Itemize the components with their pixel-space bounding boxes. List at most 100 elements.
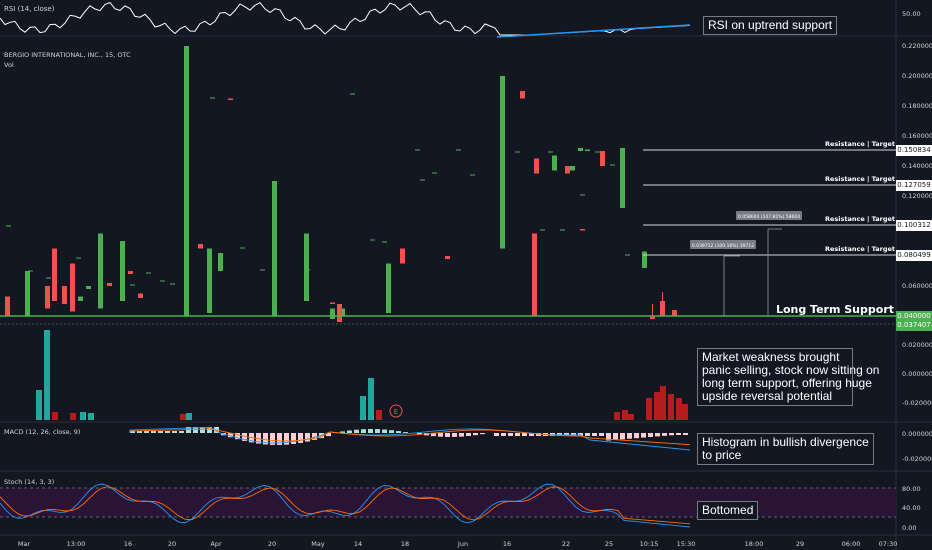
candle — [672, 310, 677, 316]
candle — [98, 233, 103, 309]
candle — [138, 293, 143, 298]
rsi-axis-50: 50.00 — [902, 10, 921, 18]
candle — [570, 166, 575, 171]
volume-bar — [88, 413, 94, 420]
volume-bars — [36, 330, 688, 420]
candle — [304, 233, 309, 301]
time-axis[interactable]: Mar 13:00 16 20 Apr 20 May 14 18 Jun 16 22 25 10:15 15… — [18, 540, 898, 548]
volume-bar — [80, 412, 86, 420]
rsi-line — [0, 1, 691, 36]
candle — [330, 302, 335, 304]
volume-bar — [682, 404, 688, 420]
earnings-marker-circle[interactable] — [389, 404, 403, 418]
macd-bar — [207, 427, 212, 433]
candle — [445, 256, 450, 259]
candle — [642, 251, 647, 268]
macd-bar — [669, 433, 674, 436]
volume-label: Vol — [4, 61, 14, 69]
volume-bar — [52, 412, 58, 420]
time-tick-label: May — [311, 540, 325, 548]
macd-pane-label: MACD (12, 26, close, 9) — [4, 428, 80, 436]
candle — [600, 151, 605, 166]
macd-bar — [648, 433, 653, 437]
volume-bar — [676, 398, 682, 420]
stoch-axis-0: 0.00 — [902, 524, 916, 532]
macd-bar — [340, 431, 345, 433]
macd-axis-0: 0.000000 — [902, 430, 932, 438]
macd-bar — [165, 431, 170, 433]
candle — [337, 304, 342, 322]
macd-bar — [403, 432, 408, 433]
candle — [198, 244, 203, 249]
candle — [184, 46, 189, 316]
macd-bar — [662, 433, 667, 436]
stoch-axis-40: 40.00 — [902, 504, 921, 512]
candle — [532, 233, 537, 316]
time-tick-label: 18 — [401, 540, 409, 548]
market-note[interactable]: Market weakness brought panic selling, s… — [697, 348, 879, 406]
time-tick-label: 20 — [168, 540, 176, 548]
vol-axis-2: -0.020000 — [902, 399, 932, 407]
macd-bar — [480, 433, 485, 435]
macd-bar — [361, 429, 366, 433]
candle — [86, 286, 91, 289]
candle — [62, 286, 67, 304]
stoch-note[interactable]: Bottomed — [697, 501, 759, 520]
volume-bar — [44, 330, 50, 420]
candle — [620, 148, 625, 208]
time-tick-label: 25 — [605, 540, 613, 548]
stoch-lines — [0, 483, 691, 528]
macd-bar — [158, 431, 163, 433]
macd-bar — [186, 427, 191, 433]
time-tick-label: 06:00 — [842, 540, 861, 548]
macd-bar — [452, 433, 457, 437]
volume-bar — [368, 378, 374, 420]
price-tick-label: 0.160000 — [902, 132, 932, 140]
macd-bar — [389, 430, 394, 433]
candle — [585, 149, 590, 151]
macd-bar — [676, 433, 681, 435]
price-box-support: 0.040000 — [896, 311, 932, 322]
macd-bar — [382, 429, 387, 433]
macd-bar — [445, 433, 450, 437]
candle — [228, 98, 233, 100]
macd-bar — [354, 429, 359, 433]
volume-bar — [376, 410, 382, 420]
time-tick-label: Apr — [210, 540, 222, 548]
candle — [340, 308, 345, 316]
measure-tooltip-2-bg — [736, 211, 802, 220]
volume-bar — [36, 390, 42, 420]
market-note-line-1: Market weakness brought — [702, 350, 840, 364]
macd-bar — [291, 433, 296, 444]
rsi-note[interactable]: RSI on uptrend support — [703, 16, 838, 35]
macd-bar — [228, 433, 233, 438]
macd-bar — [417, 433, 422, 435]
candle — [218, 253, 223, 271]
time-tick-label: 16 — [503, 540, 511, 548]
price-box-last: 0.037407 — [896, 320, 932, 331]
time-tick-label: 10:15 — [640, 540, 659, 548]
macd-note[interactable]: Histogram in bullish divergence to price — [697, 433, 874, 465]
macd-bar — [592, 433, 597, 436]
main-candles — [5, 46, 677, 322]
measure-tooltip-2: 0.058604 (147.81%) 58604 — [738, 214, 800, 220]
candle — [128, 271, 133, 274]
volume-bar — [646, 398, 652, 420]
time-tick-label: 16 — [124, 540, 132, 548]
market-note-line-4: upside reversal potential — [702, 389, 833, 403]
price-box-r3: 0.127059 — [896, 180, 932, 191]
macd-bar — [179, 431, 184, 433]
macd-bar — [438, 433, 443, 437]
macd-bar — [235, 433, 240, 440]
volume-bar — [70, 413, 76, 420]
macd-bar — [396, 431, 401, 433]
macd-bar — [459, 433, 464, 437]
time-tick-label: Jun — [457, 540, 468, 548]
macd-bar — [368, 429, 373, 433]
macd-bar — [564, 433, 569, 436]
price-tick-label: 0.180000 — [902, 102, 932, 110]
rsi-pane-label: RSI (14, close) — [4, 5, 55, 13]
vol-axis-0: 0.020000 — [902, 341, 932, 349]
macd-bar — [284, 433, 289, 445]
